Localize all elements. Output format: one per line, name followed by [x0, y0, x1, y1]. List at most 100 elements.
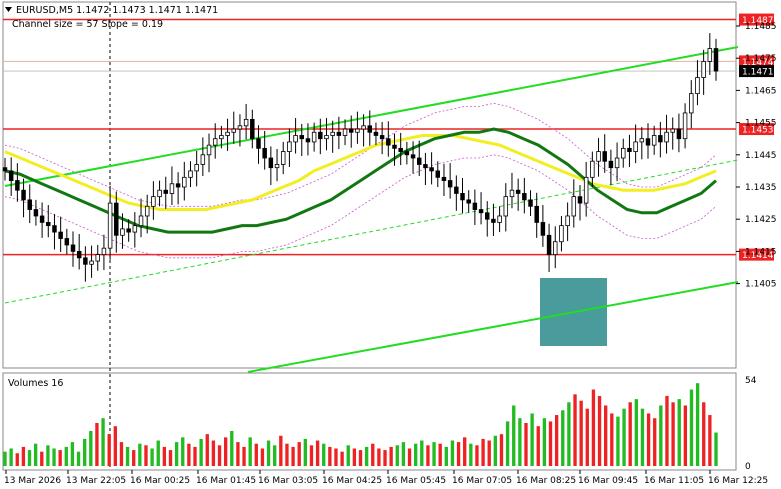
candle[interactable]: [348, 128, 354, 133]
channel-mid-line[interactable]: [4, 159, 739, 304]
candle[interactable]: [336, 131, 342, 136]
candle[interactable]: [355, 128, 360, 133]
candle[interactable]: [250, 118, 255, 140]
candle[interactable]: [689, 93, 694, 114]
candle[interactable]: [559, 225, 564, 243]
candle[interactable]: [107, 202, 113, 249]
candle[interactable]: [454, 186, 459, 194]
candle[interactable]: [602, 151, 607, 162]
channel-lower-line[interactable]: [247, 281, 739, 373]
candle[interactable]: [89, 260, 94, 265]
candle[interactable]: [76, 250, 82, 259]
candle[interactable]: [361, 125, 366, 130]
candle[interactable]: [658, 135, 663, 143]
candle[interactable]: [423, 164, 428, 169]
candle[interactable]: [194, 164, 199, 172]
candle[interactable]: [330, 131, 335, 136]
candle[interactable]: [392, 144, 397, 149]
candle[interactable]: [2, 167, 8, 172]
candle[interactable]: [713, 48, 719, 72]
candle[interactable]: [64, 238, 70, 246]
candle[interactable]: [491, 218, 496, 223]
candle[interactable]: [169, 183, 175, 194]
candle[interactable]: [534, 205, 539, 223]
candle[interactable]: [546, 234, 552, 256]
candle[interactable]: [503, 196, 509, 217]
candle[interactable]: [52, 225, 57, 233]
candle[interactable]: [497, 215, 502, 223]
candle[interactable]: [478, 209, 484, 214]
candle[interactable]: [485, 212, 490, 220]
candle[interactable]: [206, 144, 212, 156]
candle[interactable]: [46, 222, 51, 227]
candle[interactable]: [528, 199, 533, 207]
candle[interactable]: [583, 176, 589, 204]
candle[interactable]: [701, 61, 706, 78]
candle[interactable]: [398, 147, 403, 152]
candle[interactable]: [509, 189, 515, 198]
candle[interactable]: [651, 135, 657, 146]
candle[interactable]: [645, 138, 651, 146]
candle[interactable]: [188, 170, 193, 178]
candle[interactable]: [274, 164, 280, 169]
candle[interactable]: [58, 231, 63, 239]
candle[interactable]: [132, 225, 138, 233]
candle[interactable]: [367, 125, 373, 133]
candle[interactable]: [416, 157, 422, 165]
candle[interactable]: [472, 202, 478, 210]
candle[interactable]: [676, 128, 682, 140]
candle[interactable]: [410, 154, 416, 159]
candle[interactable]: [243, 118, 249, 127]
candle[interactable]: [596, 151, 601, 162]
candle[interactable]: [553, 241, 558, 256]
candle[interactable]: [577, 196, 583, 204]
candle[interactable]: [101, 247, 107, 256]
candle[interactable]: [163, 189, 168, 194]
candle[interactable]: [15, 180, 20, 191]
candle[interactable]: [447, 180, 453, 188]
candle[interactable]: [8, 170, 14, 181]
candle[interactable]: [565, 215, 570, 227]
candle[interactable]: [83, 257, 88, 265]
candle[interactable]: [404, 151, 410, 156]
candle[interactable]: [144, 205, 150, 217]
candle[interactable]: [231, 128, 236, 133]
ma-fast-line[interactable]: [4, 127, 717, 234]
candle[interactable]: [386, 138, 391, 146]
candle[interactable]: [305, 138, 311, 143]
candle[interactable]: [522, 193, 527, 201]
candle[interactable]: [27, 199, 32, 210]
candle[interactable]: [707, 48, 713, 62]
candle[interactable]: [621, 147, 626, 159]
candle[interactable]: [540, 222, 546, 236]
candle[interactable]: [311, 131, 317, 143]
candle[interactable]: [324, 135, 329, 140]
collapse-triangle-icon[interactable]: [5, 7, 12, 12]
candle[interactable]: [429, 167, 434, 172]
candle[interactable]: [280, 151, 286, 165]
channel-upper-line[interactable]: [4, 46, 739, 187]
candle[interactable]: [682, 112, 688, 140]
candle[interactable]: [627, 147, 632, 152]
ma-slow-line[interactable]: [4, 134, 717, 211]
candle[interactable]: [590, 160, 595, 178]
candle[interactable]: [670, 128, 675, 133]
candle[interactable]: [200, 154, 206, 165]
candle[interactable]: [21, 189, 26, 201]
candle[interactable]: [39, 215, 45, 223]
candle[interactable]: [639, 138, 645, 143]
candle[interactable]: [237, 125, 243, 130]
candle[interactable]: [182, 176, 187, 188]
candle[interactable]: [379, 135, 385, 140]
candle[interactable]: [435, 170, 441, 178]
candle[interactable]: [460, 193, 465, 201]
candle[interactable]: [293, 135, 298, 143]
candle[interactable]: [114, 202, 119, 236]
candle[interactable]: [225, 131, 230, 136]
candle[interactable]: [664, 131, 669, 143]
candle[interactable]: [175, 183, 181, 188]
candle[interactable]: [287, 141, 292, 152]
candle[interactable]: [262, 147, 267, 159]
candle[interactable]: [268, 157, 274, 169]
candle[interactable]: [219, 135, 224, 140]
